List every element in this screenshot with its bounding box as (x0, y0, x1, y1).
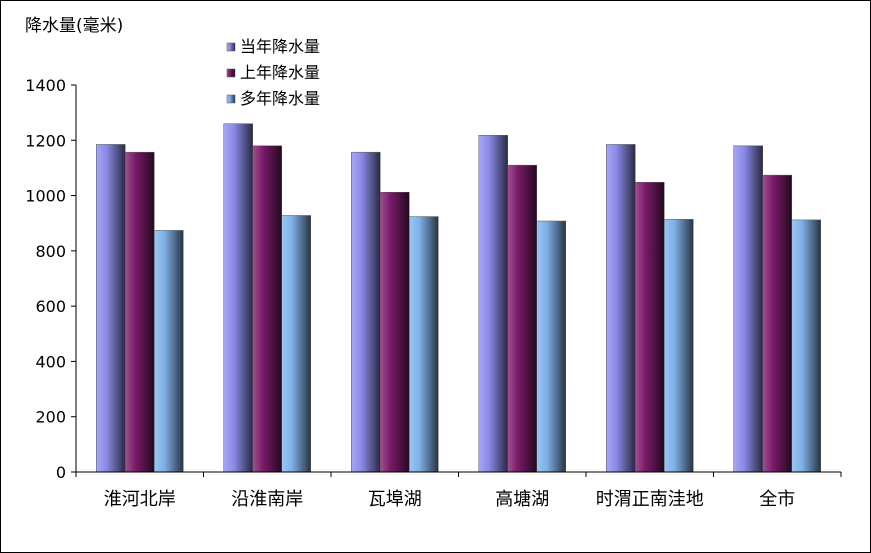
bar (762, 174, 792, 473)
bar (351, 151, 381, 473)
bar (536, 220, 566, 473)
bar (96, 144, 126, 473)
y-tick-label: 0 (56, 463, 66, 482)
bar (409, 216, 439, 473)
y-tick-label: 400 (35, 352, 66, 371)
legend-swatch (226, 42, 236, 52)
y-tick-label: 800 (35, 242, 66, 261)
y-axis-label: 降水量(毫米) (25, 16, 123, 36)
bars (96, 123, 821, 473)
x-tick-label: 瓦埠湖 (368, 489, 422, 510)
bar (281, 215, 311, 473)
legend-label: 上年降水量 (240, 63, 320, 82)
x-tick-label: 时渭正南洼地 (596, 489, 704, 510)
legend-swatch (226, 94, 236, 104)
bar (223, 123, 253, 473)
bar (478, 135, 508, 473)
bar (507, 164, 537, 473)
y-tick-label: 600 (35, 297, 66, 316)
y-axis: 0 200 400 600 800 1000 1200 1400 (25, 76, 77, 482)
x-tick-label: 高塘湖 (495, 489, 549, 510)
y-tick-label: 1000 (25, 187, 66, 206)
y-tick-label: 1200 (25, 131, 66, 150)
bar (380, 192, 410, 473)
x-axis: 淮河北岸 沿淮南岸 瓦埠湖 高塘湖 时渭正南洼地 全市 (75, 471, 842, 510)
legend-label: 多年降水量 (240, 89, 320, 108)
bar (252, 145, 282, 473)
bar (733, 145, 763, 473)
y-tick-label: 1400 (25, 76, 66, 95)
legend-swatch (226, 68, 236, 78)
x-tick-label: 全市 (759, 489, 795, 510)
bar (635, 182, 665, 473)
x-tick-label: 沿淮南岸 (231, 489, 303, 510)
bar (664, 219, 694, 473)
bar (606, 144, 636, 473)
bar (125, 151, 155, 473)
bar (791, 219, 821, 473)
bar (154, 230, 184, 473)
x-tick-label: 淮河北岸 (104, 489, 176, 510)
y-tick-label: 200 (35, 408, 66, 427)
legend-label: 当年降水量 (240, 37, 320, 56)
